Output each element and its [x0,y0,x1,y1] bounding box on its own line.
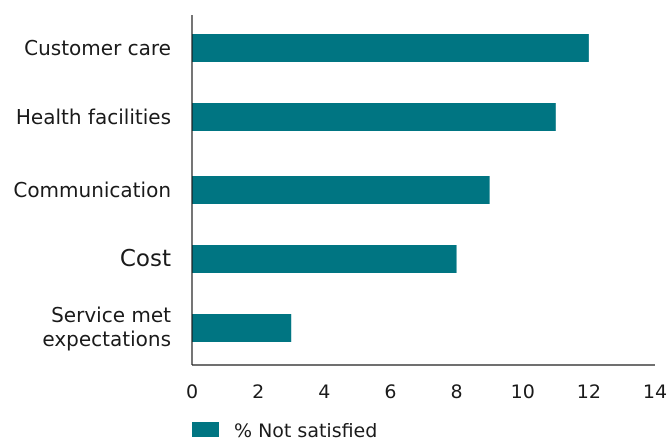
x-tick-labels: 0 2 4 6 8 10 12 14 [186,381,667,403]
x-tick-label-0: 0 [186,381,198,403]
bar-3 [192,245,457,273]
x-tick-label-4: 8 [451,381,463,403]
x-tick-label-2: 4 [318,381,330,403]
bar-4 [192,314,292,342]
legend: % Not satisfied [192,420,377,439]
bar-1 [192,103,556,131]
category-label-4: Service met expectations [42,303,171,351]
x-tick-label-6: 12 [577,381,601,403]
category-labels: Customer care Health facilities Communicat… [13,36,171,351]
bar-2 [192,176,490,204]
x-tick-label-1: 2 [252,381,264,403]
legend-swatch [192,422,219,437]
category-label-1: Health facilities [16,105,171,129]
category-label-0: Customer care [24,36,171,60]
bar-0 [192,34,589,62]
x-tick-label-7: 14 [643,381,667,403]
legend-label: % Not satisfied [234,420,377,439]
bars-group [192,34,589,342]
x-tick-label-3: 6 [384,381,396,403]
x-tick-label-5: 10 [511,381,535,403]
category-label-3: Cost [120,246,171,272]
category-label-2: Communication [13,178,171,202]
